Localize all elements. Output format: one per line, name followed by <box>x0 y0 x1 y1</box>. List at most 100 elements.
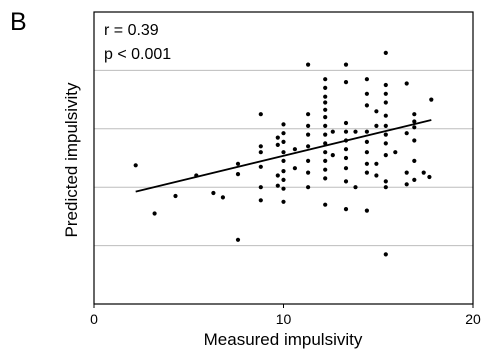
data-point-42 <box>323 100 328 105</box>
data-point-70 <box>364 129 369 134</box>
correlation-stat: r = 0.39 <box>104 22 159 39</box>
data-point-84 <box>383 113 388 118</box>
data-point-36 <box>306 158 311 163</box>
data-point-47 <box>323 141 328 146</box>
data-point-97 <box>412 112 417 117</box>
data-point-9 <box>235 172 241 177</box>
data-point-74 <box>364 170 369 175</box>
x-tick-label-20: 20 <box>465 311 481 327</box>
data-point-20 <box>281 122 286 127</box>
data-point-82 <box>383 91 388 96</box>
data-point-81 <box>383 82 388 88</box>
data-point-91 <box>383 252 388 257</box>
data-point-44 <box>323 115 328 120</box>
data-point-35 <box>306 144 311 149</box>
data-point-57 <box>343 120 349 126</box>
data-point-68 <box>364 91 369 96</box>
data-point-92 <box>393 150 398 155</box>
data-point-51 <box>323 176 328 181</box>
data-point-29 <box>292 147 297 152</box>
data-point-18 <box>275 183 280 188</box>
data-point-34 <box>306 132 311 137</box>
data-point-93 <box>404 81 409 86</box>
data-point-72 <box>364 150 369 155</box>
panel-letter: B <box>10 8 27 36</box>
p-value-stat: p < 0.001 <box>104 46 171 63</box>
data-point-55 <box>343 62 349 67</box>
data-point-24 <box>281 158 286 163</box>
data-point-95 <box>404 170 409 175</box>
data-point-25 <box>281 169 286 174</box>
data-point-64 <box>343 207 349 212</box>
data-point-50 <box>323 167 328 172</box>
data-point-65 <box>353 129 358 134</box>
data-point-103 <box>421 170 426 175</box>
data-point-11 <box>258 144 263 149</box>
data-point-102 <box>412 177 417 182</box>
data-point-101 <box>412 158 417 163</box>
grid-lines <box>94 69 473 247</box>
data-point-26 <box>281 177 286 182</box>
data-point-73 <box>364 161 369 166</box>
data-point-27 <box>281 186 286 191</box>
data-point-98 <box>412 119 417 124</box>
x-axis-label: Measured impulsivity <box>204 330 363 349</box>
data-point-67 <box>364 77 369 82</box>
data-point-100 <box>412 138 417 143</box>
data-point-14 <box>258 185 263 190</box>
data-point-32 <box>306 112 311 117</box>
y-axis-label: Predicted impulsivity <box>62 82 81 237</box>
data-point-83 <box>383 100 388 105</box>
data-point-19 <box>275 142 280 147</box>
data-point-99 <box>412 125 417 130</box>
data-point-43 <box>323 107 328 112</box>
data-point-49 <box>323 158 328 163</box>
x-tick-label-0: 0 <box>90 311 98 327</box>
data-point-88 <box>383 153 388 158</box>
data-point-53 <box>330 129 335 134</box>
data-point-80 <box>383 50 388 56</box>
data-point-41 <box>323 94 328 99</box>
data-point-71 <box>364 139 369 144</box>
data-point-38 <box>306 185 311 190</box>
data-point-52 <box>323 202 328 207</box>
data-point-17 <box>275 173 280 178</box>
data-point-76 <box>374 109 379 114</box>
data-point-61 <box>343 155 349 161</box>
data-point-33 <box>306 123 311 128</box>
data-point-104 <box>427 174 432 180</box>
data-point-23 <box>281 150 286 155</box>
data-point-22 <box>281 139 286 144</box>
data-point-78 <box>374 161 379 166</box>
data-point-2 <box>152 211 157 216</box>
data-point-96 <box>404 182 409 187</box>
data-point-1 <box>133 163 138 168</box>
data-point-79 <box>374 173 379 178</box>
data-point-54 <box>330 153 335 158</box>
data-point-5 <box>211 190 216 196</box>
data-point-63 <box>343 179 349 184</box>
data-point-8 <box>235 161 241 166</box>
data-point-45 <box>323 123 328 128</box>
data-point-46 <box>323 132 328 137</box>
data-point-10 <box>258 112 263 117</box>
data-point-39 <box>323 77 328 82</box>
regression-line <box>135 119 432 193</box>
data-points <box>133 50 434 257</box>
data-point-66 <box>353 185 358 190</box>
data-point-13 <box>258 164 263 169</box>
data-point-6 <box>220 195 225 200</box>
data-point-77 <box>374 123 379 128</box>
data-point-40 <box>323 85 328 90</box>
data-point-87 <box>383 141 388 146</box>
data-point-48 <box>323 150 328 155</box>
data-point-30 <box>292 166 297 171</box>
data-point-31 <box>306 62 311 67</box>
data-point-62 <box>343 166 349 171</box>
data-point-75 <box>364 208 369 213</box>
data-point-28 <box>281 199 286 204</box>
x-axis-ticks: 0 10 20 <box>90 304 481 327</box>
data-point-94 <box>404 131 409 136</box>
data-point-21 <box>281 131 286 136</box>
